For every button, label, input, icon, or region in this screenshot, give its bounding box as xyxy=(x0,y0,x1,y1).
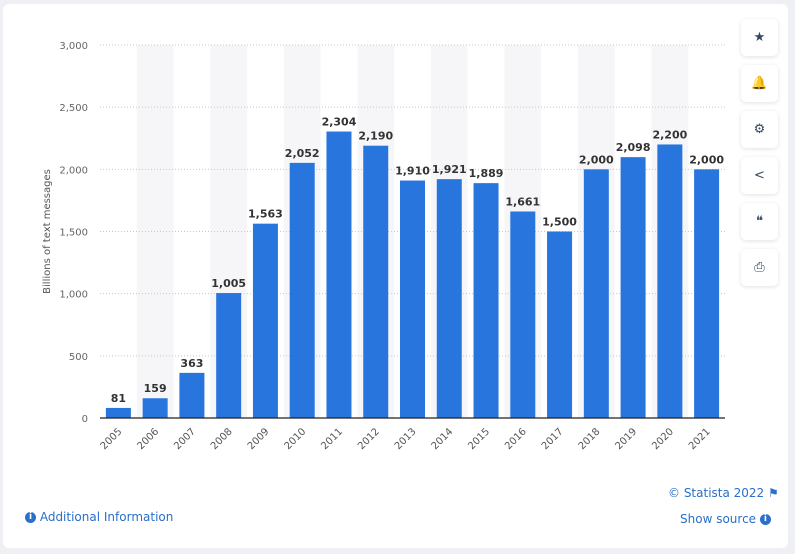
info-icon: i xyxy=(25,512,36,523)
x-tick-label: 2012 xyxy=(356,426,382,452)
bar-2007 xyxy=(179,372,205,418)
bar-2017 xyxy=(547,231,573,418)
show-source-link[interactable]: Show source i xyxy=(680,512,771,526)
copyright-text: © Statista 2022 xyxy=(668,486,765,500)
x-tick-label: 2018 xyxy=(577,426,603,452)
x-tick-label: 2019 xyxy=(613,426,639,452)
gear-icon: ⚙ xyxy=(753,122,766,137)
bar-2015 xyxy=(473,183,499,418)
x-tick-label: 2008 xyxy=(209,426,235,452)
bar-2020 xyxy=(657,144,683,418)
bell-icon: 🔔 xyxy=(751,76,768,91)
show-source-text: Show source xyxy=(680,512,757,526)
share-button[interactable]: < xyxy=(741,157,778,194)
data-label: 363 xyxy=(180,357,203,370)
y-tick-label: 1,500 xyxy=(59,228,88,239)
bar-2005 xyxy=(105,407,131,418)
data-label: 1,921 xyxy=(432,163,467,176)
data-label: 1,500 xyxy=(542,216,577,229)
bar-2013 xyxy=(400,180,425,418)
data-label: 81 xyxy=(111,392,126,405)
x-tick-label: 2006 xyxy=(135,426,161,452)
quote-icon: ❝ xyxy=(756,214,763,229)
data-label: 2,000 xyxy=(579,153,614,166)
star-button[interactable]: ★ xyxy=(741,19,778,56)
y-tick-label: 3,000 xyxy=(59,41,88,52)
quote-button[interactable]: ❝ xyxy=(741,203,778,240)
x-tick-label: 2011 xyxy=(319,426,345,452)
x-tick-label: 2010 xyxy=(283,426,309,452)
flag-icon: ⚑ xyxy=(768,486,779,500)
data-label: 1,910 xyxy=(395,165,430,178)
data-label: 2,190 xyxy=(358,130,393,143)
additional-information-link[interactable]: i Additional Information xyxy=(25,510,173,524)
bar-chart: 0 500 1,000 1,500 2,000 2,500 3,000 Billions of… xyxy=(42,41,725,452)
gear-button[interactable]: ⚙ xyxy=(741,111,778,148)
x-tick-label: 2017 xyxy=(540,426,566,452)
bar-2014 xyxy=(436,179,462,418)
x-tick-label: 2014 xyxy=(430,426,456,452)
x-tick-label: 2009 xyxy=(246,426,272,452)
y-tick-label: 1,000 xyxy=(59,290,88,301)
data-label: 2,200 xyxy=(652,128,687,141)
bar-2010 xyxy=(289,162,315,418)
y-tick-label: 0 xyxy=(82,414,88,425)
info-icon: i xyxy=(759,514,771,525)
data-label: 2,304 xyxy=(322,116,357,129)
additional-information-text: Additional Information xyxy=(39,510,174,524)
print-button[interactable]: ⎙ xyxy=(741,249,778,286)
star-icon: ★ xyxy=(753,30,766,45)
bell-button[interactable]: 🔔 xyxy=(741,65,778,102)
chart-card: 0 500 1,000 1,500 2,000 2,500 3,000 Billions of… xyxy=(3,4,788,548)
data-label: 2,052 xyxy=(285,147,320,160)
share-icon: < xyxy=(754,168,765,183)
data-label: 1,889 xyxy=(469,167,504,180)
bar-2006 xyxy=(142,398,168,418)
x-tick-label: 2016 xyxy=(503,426,529,452)
data-label: 1,563 xyxy=(248,208,283,221)
data-label: 159 xyxy=(144,382,167,395)
x-tick-label: 2015 xyxy=(466,426,492,452)
x-tick-label: 2013 xyxy=(393,426,419,452)
bar-2008 xyxy=(216,293,242,418)
bar-2021 xyxy=(694,169,720,418)
data-label: 2,000 xyxy=(689,153,724,166)
bar-2009 xyxy=(252,223,278,418)
y-axis-title: Billions of text messages xyxy=(42,169,53,294)
data-label: 1,661 xyxy=(505,195,540,208)
bar-2018 xyxy=(583,169,609,418)
x-tick-label: 2007 xyxy=(172,426,198,452)
data-label: 1,005 xyxy=(211,277,246,290)
x-tick-label: 2021 xyxy=(687,426,713,452)
print-icon: ⎙ xyxy=(754,260,765,275)
y-tick-label: 2,500 xyxy=(59,103,88,114)
data-label: 2,098 xyxy=(616,141,651,154)
y-tick-label: 500 xyxy=(69,352,88,363)
bar-2011 xyxy=(326,131,352,418)
copyright[interactable]: © Statista 2022 ⚑ xyxy=(668,486,779,500)
bar-2012 xyxy=(363,145,389,418)
bar-2016 xyxy=(510,211,536,418)
x-tick-label: 2020 xyxy=(650,426,676,452)
x-tick-label: 2005 xyxy=(99,426,125,452)
y-tick-label: 2,000 xyxy=(59,165,88,176)
bar-2019 xyxy=(620,157,646,418)
